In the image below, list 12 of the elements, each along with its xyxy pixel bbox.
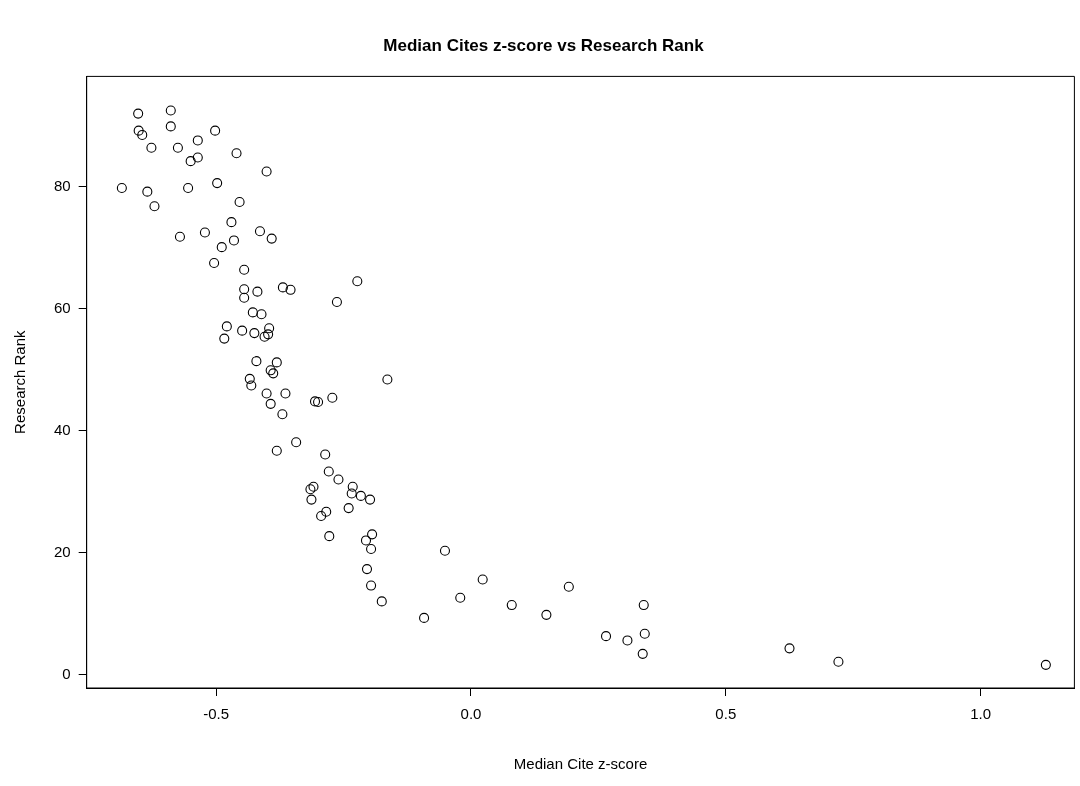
y-tick-label: 60 — [54, 298, 71, 316]
y-tick-label: 40 — [54, 420, 71, 438]
chart-title: Median Cites z-score vs Research Rank — [383, 35, 705, 55]
y-tick-label: 80 — [54, 176, 71, 194]
y-tick-label: 0 — [62, 664, 71, 682]
y-tick-label: 20 — [54, 542, 71, 560]
y-axis-title: Research Rank — [11, 330, 29, 434]
x-tick-label: 0.0 — [460, 705, 482, 723]
x-tick-label: -0.5 — [203, 705, 230, 723]
x-tick-label: 1.0 — [970, 705, 992, 723]
x-tick-label: 0.5 — [715, 705, 737, 723]
x-axis-title: Median Cite z-score — [513, 755, 648, 773]
